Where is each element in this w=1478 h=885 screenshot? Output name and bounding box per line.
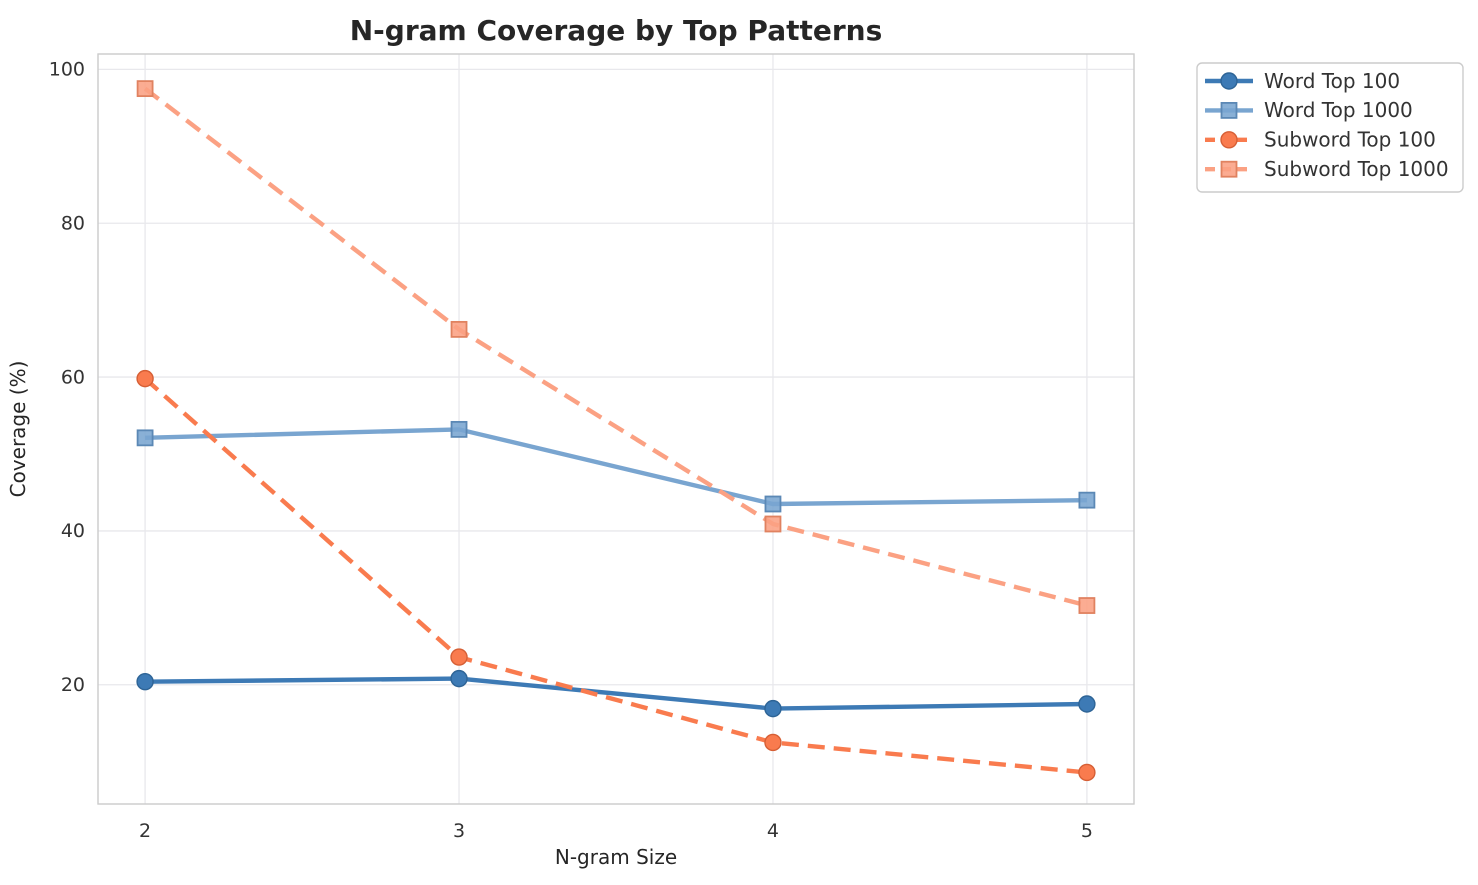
- y-tick-label: 40: [61, 520, 85, 542]
- data-point-marker: [764, 495, 782, 513]
- data-point-marker: [450, 669, 468, 688]
- legend-marker: [1220, 131, 1238, 149]
- series-markers: [136, 80, 1096, 782]
- legend-label: Subword Top 1000: [1264, 157, 1449, 181]
- data-point-marker: [136, 429, 154, 447]
- legend-marker: [1220, 160, 1238, 178]
- data-point-marker: [450, 420, 468, 438]
- legend-label: Word Top 1000: [1264, 98, 1413, 122]
- x-axis-label: N-gram Size: [555, 845, 677, 869]
- chart-title: N-gram Coverage by Top Patterns: [350, 14, 883, 47]
- gridlines: [98, 54, 1134, 804]
- x-tick-label: 4: [767, 820, 779, 842]
- data-point-marker: [764, 515, 782, 533]
- y-tick-label: 20: [61, 674, 85, 696]
- x-tick-labels: 2 3 4 5: [139, 820, 1093, 842]
- legend-row: Subword Top 100: [1205, 128, 1436, 152]
- legend-row: Word Top 1000: [1205, 98, 1413, 122]
- x-tick-label: 3: [453, 820, 465, 842]
- data-point-marker: [1078, 491, 1096, 509]
- axes-spines: [97, 53, 1135, 805]
- y-axis-label: Coverage (%): [6, 361, 30, 498]
- data-point-marker: [136, 369, 154, 388]
- legend-label: Word Top 100: [1264, 69, 1400, 93]
- series-line: [145, 676, 1087, 711]
- legend-marker: [1220, 102, 1238, 119]
- x-tick-label: 5: [1081, 820, 1093, 842]
- y-tick-label: 100: [49, 59, 85, 81]
- legend-row: Subword Top 1000: [1205, 157, 1449, 181]
- series-lines: [143, 86, 1088, 775]
- data-point-marker: [136, 672, 154, 691]
- data-point-marker: [136, 80, 154, 98]
- data-point-marker: [1078, 695, 1096, 713]
- legend: Word Top 100 Word Top 1000 Subword Top 100…: [1196, 62, 1464, 193]
- legend-row: Word Top 100: [1205, 69, 1400, 93]
- y-tick-label: 60: [61, 366, 85, 388]
- y-tick-labels: 20 40 60 80 100: [49, 59, 85, 696]
- legend-label: Subword Top 100: [1264, 128, 1436, 152]
- legend-box: [1196, 62, 1464, 193]
- data-point-marker: [764, 699, 782, 718]
- data-point-marker: [1078, 763, 1096, 782]
- data-point-marker: [450, 320, 468, 338]
- data-point-marker: [450, 648, 468, 666]
- plot-border: [97, 53, 1135, 805]
- legend-marker: [1220, 72, 1238, 90]
- data-point-marker: [1078, 597, 1096, 614]
- series-line: [143, 376, 1088, 775]
- x-tick-label: 2: [139, 820, 151, 842]
- series-line: [143, 86, 1088, 608]
- data-point-marker: [764, 733, 782, 752]
- series-line: [145, 427, 1087, 507]
- y-tick-label: 80: [61, 213, 85, 235]
